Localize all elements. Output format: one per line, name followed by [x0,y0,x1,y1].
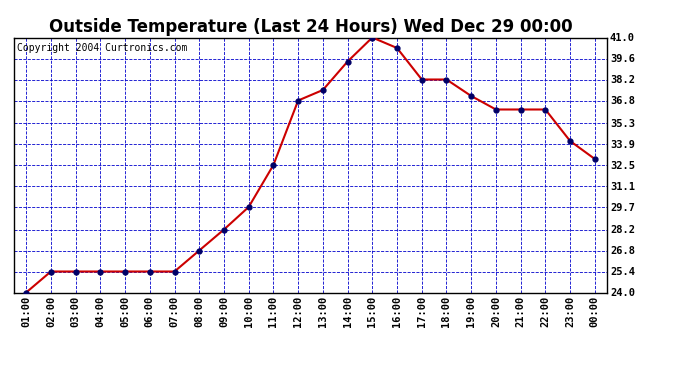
Title: Outside Temperature (Last 24 Hours) Wed Dec 29 00:00: Outside Temperature (Last 24 Hours) Wed … [49,18,572,36]
Text: Copyright 2004 Curtronics.com: Copyright 2004 Curtronics.com [17,43,187,52]
